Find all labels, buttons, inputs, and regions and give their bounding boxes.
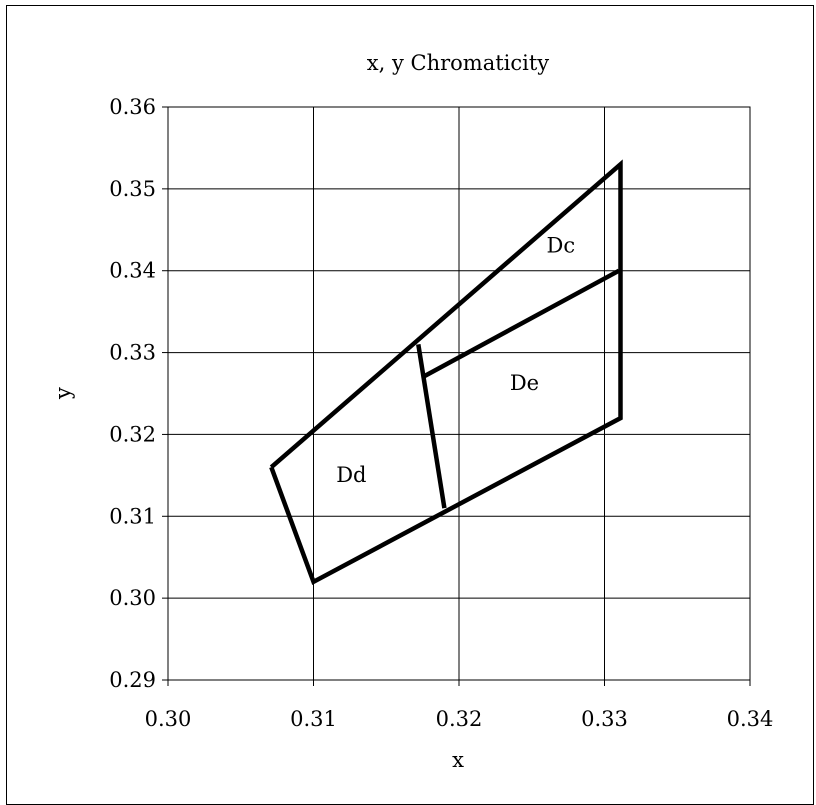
y-axis-ticks: 0.29 0.30 0.31 0.32 0.33 0.34 0.35 0.36 bbox=[109, 95, 168, 692]
grid bbox=[167, 106, 751, 681]
series-line-2 bbox=[416, 344, 447, 509]
series-line-3 bbox=[421, 268, 621, 380]
x-tick-label: 0.33 bbox=[581, 707, 628, 731]
series bbox=[269, 159, 623, 586]
y-tick-label: 0.31 bbox=[109, 504, 156, 528]
x-tick-label: 0.31 bbox=[290, 707, 337, 731]
y-tick-label: 0.36 bbox=[109, 95, 156, 119]
chart-title: x, y Chromaticity bbox=[367, 51, 550, 75]
region-label-de: De bbox=[510, 371, 539, 395]
y-tick-label: 0.35 bbox=[109, 177, 156, 201]
x-tick-label: 0.32 bbox=[436, 707, 483, 731]
x-tick-label: 0.30 bbox=[145, 707, 192, 731]
y-axis-label: y bbox=[51, 387, 75, 400]
series-line-1 bbox=[269, 159, 623, 586]
y-tick-label: 0.33 bbox=[109, 341, 156, 365]
x-tick-label: 0.34 bbox=[727, 707, 774, 731]
region-label-dc: Dc bbox=[547, 234, 576, 258]
x-axis-ticks: 0.30 0.31 0.32 0.33 0.34 bbox=[145, 680, 774, 731]
y-tick-label: 0.29 bbox=[109, 668, 156, 692]
y-tick-label: 0.32 bbox=[109, 422, 156, 446]
y-tick-label: 0.30 bbox=[109, 586, 156, 610]
region-labels: Dc Dd De bbox=[336, 234, 575, 487]
x-axis-label: x bbox=[452, 748, 464, 772]
chart-frame bbox=[6, 5, 814, 805]
region-label-dd: Dd bbox=[336, 463, 366, 487]
y-tick-label: 0.34 bbox=[109, 259, 156, 283]
